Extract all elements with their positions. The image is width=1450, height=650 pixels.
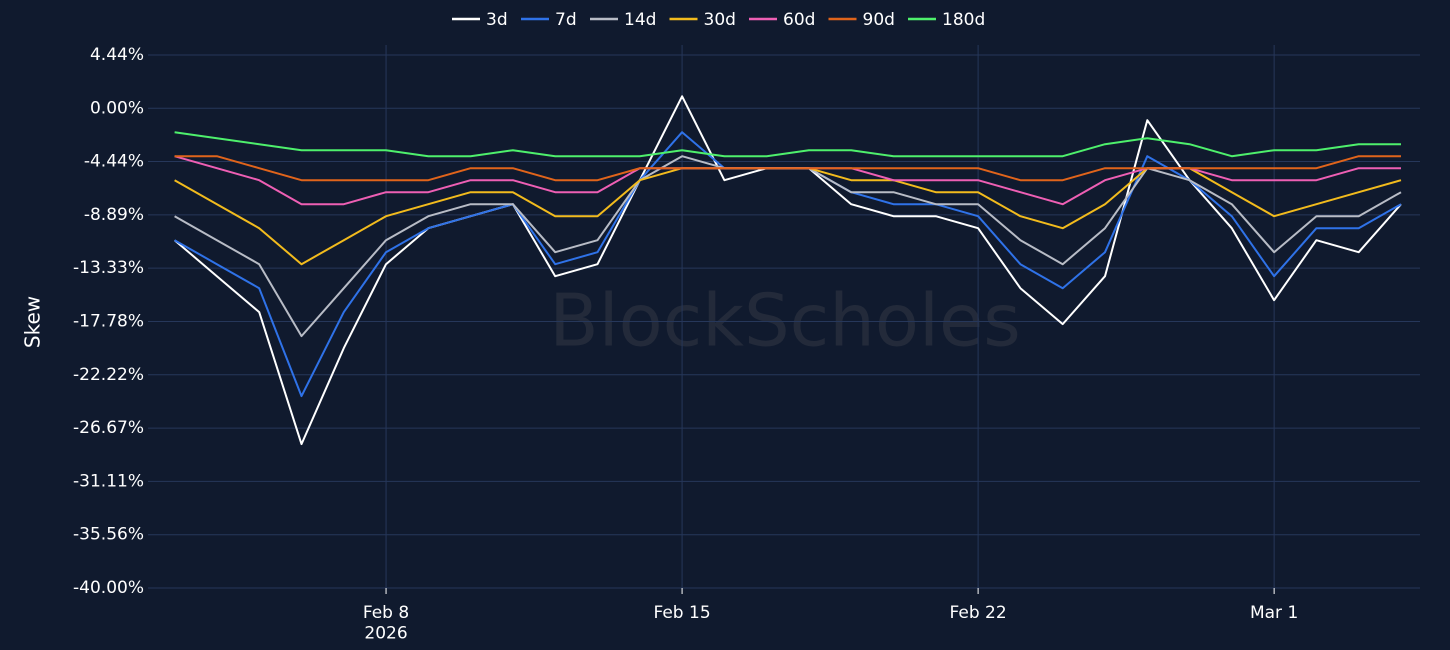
x-tick-label: Feb 8 2026 bbox=[363, 603, 409, 643]
x-tick-label: Mar 1 bbox=[1250, 603, 1298, 623]
y-tick-label: -40.00% bbox=[73, 578, 144, 598]
y-tick-label: -13.33% bbox=[73, 258, 144, 278]
y-tick-label: -22.22% bbox=[73, 365, 144, 385]
legend-label: 7d bbox=[555, 10, 577, 30]
legend-label: 60d bbox=[783, 10, 815, 30]
legend-label: 3d bbox=[486, 10, 508, 30]
series-line bbox=[174, 131, 1401, 158]
y-tick-label: -26.67% bbox=[73, 418, 144, 438]
watermark: BlockScholes bbox=[549, 279, 1021, 363]
y-axis-label: Skew bbox=[21, 296, 45, 348]
y-tick-label: 0.00% bbox=[90, 98, 144, 118]
legend-label: 30d bbox=[704, 10, 736, 30]
legend-label: 90d bbox=[863, 10, 895, 30]
y-tick-label: -35.56% bbox=[73, 525, 144, 545]
series-line bbox=[174, 155, 1401, 182]
y-tick-label: 4.44% bbox=[90, 45, 144, 65]
y-tick-label: -4.44% bbox=[84, 152, 144, 172]
legend-label: 180d bbox=[942, 10, 985, 30]
y-tick-label: -17.78% bbox=[73, 312, 144, 332]
x-tick-label: Feb 15 bbox=[654, 603, 711, 623]
x-tick-label: Feb 22 bbox=[950, 603, 1007, 623]
y-tick-label: -31.11% bbox=[73, 471, 144, 491]
legend-label: 14d bbox=[624, 10, 656, 30]
y-tick-label: -8.89% bbox=[84, 205, 144, 225]
